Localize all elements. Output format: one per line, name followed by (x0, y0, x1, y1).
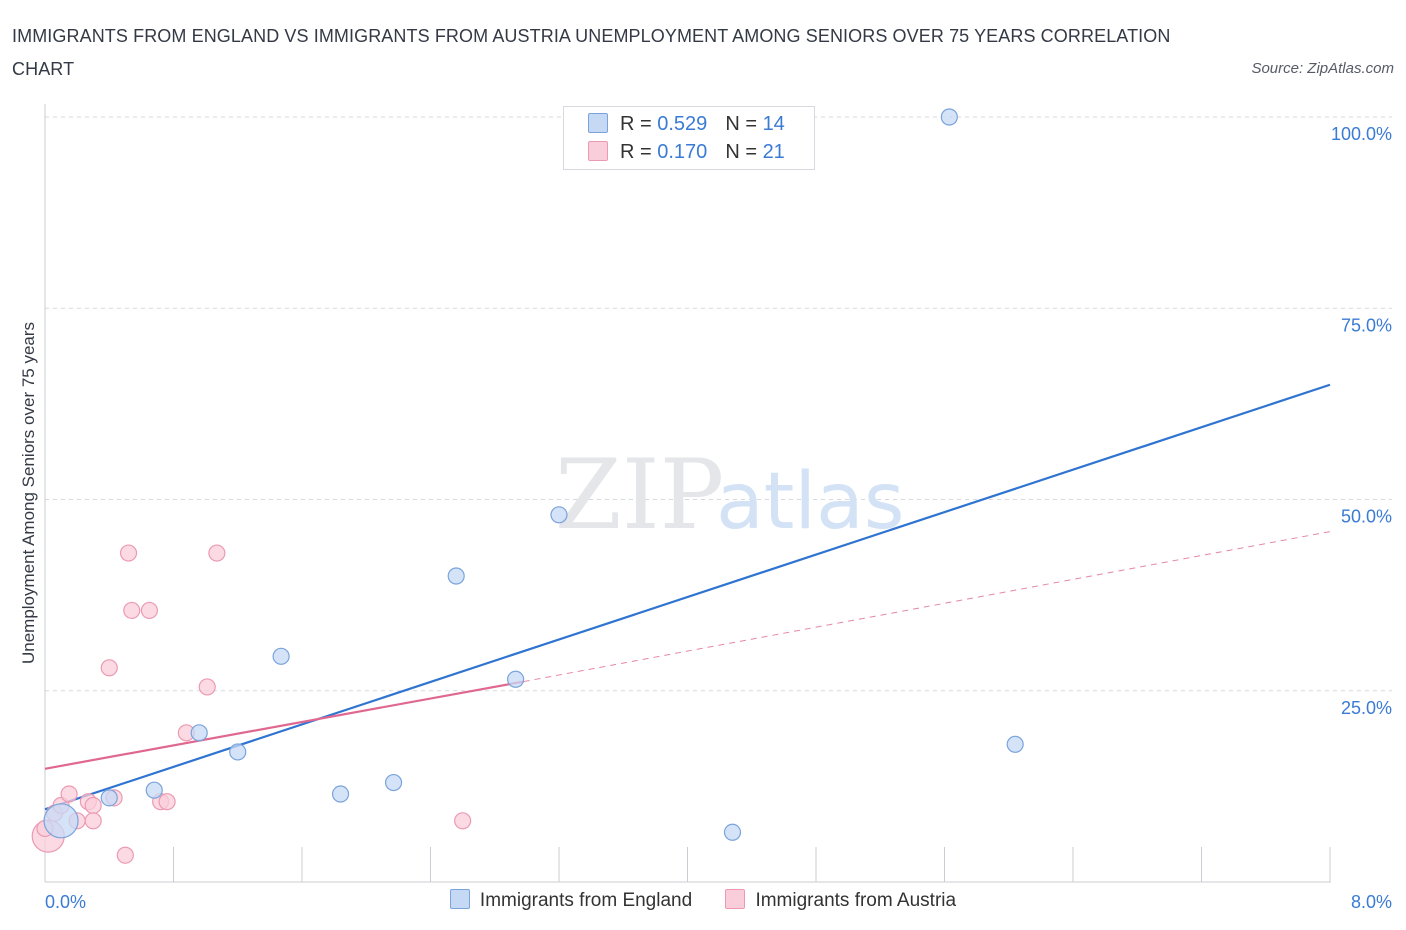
austria-point (123, 601, 141, 620)
austria-point (116, 846, 134, 864)
y-tick-label: 25.0% (1341, 698, 1392, 718)
england-point (190, 724, 208, 742)
austria-n-label: N = (725, 141, 757, 163)
austria-point (140, 601, 159, 620)
legend-item-england[interactable]: Immigrants from England (449, 889, 693, 912)
axes (44, 104, 1331, 883)
legend-item-austria[interactable]: Immigrants from Austria (725, 889, 956, 912)
correlation-legend: R = 0.529 N = 14 R = 0.170 N = 21 (563, 106, 815, 170)
legend-row-austria: R = 0.170 N = 21 (588, 141, 785, 165)
chart-title: IMMIGRANTS FROM ENGLAND VS IMMIGRANTS FR… (12, 26, 1171, 79)
england-point (331, 785, 350, 803)
austria-legend-label: Immigrants from Austria (755, 890, 957, 911)
y-tick-label: 100.0% (1331, 124, 1392, 144)
england-point (507, 670, 525, 688)
austria-point (84, 796, 102, 815)
austria-point (60, 785, 78, 803)
austria-trend-line (44, 680, 524, 770)
austria-r-label: R = (620, 141, 652, 163)
austria-n-value: 21 (762, 141, 785, 163)
trend-lines (44, 383, 1331, 811)
england-point (384, 773, 403, 792)
legend-row-england: R = 0.529 N = 14 (588, 113, 785, 137)
austria-point (208, 544, 226, 562)
watermark-zip: ZIP (555, 439, 724, 551)
austria-trend-extension (523, 531, 1331, 683)
england-legend-label: Immigrants from England (479, 890, 693, 911)
austria-r-value: 0.170 (657, 141, 708, 163)
austria-point (100, 659, 118, 677)
england-r-label: R = (620, 113, 652, 135)
england-n-value: 14 (762, 113, 785, 135)
england-r-value: 0.529 (657, 113, 708, 135)
england-point (229, 743, 247, 761)
x-tick-label-start: 0.0% (45, 892, 86, 912)
source-credit: Source: ZipAtlas.com (1251, 60, 1394, 77)
england-swatch (588, 113, 608, 133)
england-point (723, 823, 742, 841)
england-point (145, 781, 163, 799)
england-point (940, 108, 958, 126)
gridlines (45, 116, 1392, 692)
austria-point (119, 544, 138, 562)
england-point (1006, 735, 1024, 753)
austria-legend-swatch (725, 889, 746, 909)
austria-point (454, 812, 472, 830)
series-legend: Immigrants from England Immigrants from … (0, 889, 1406, 915)
data-points (31, 108, 1024, 864)
austria-point (84, 812, 102, 830)
tick-labels: 100.0% 75.0% 50.0% 25.0% 0.0% 8.0% (45, 124, 1392, 912)
england-point (43, 803, 79, 839)
england-point (550, 506, 568, 524)
england-trend-line (44, 383, 1331, 811)
england-point (272, 647, 290, 665)
england-n-label: N = (725, 113, 757, 135)
y-tick-label: 75.0% (1341, 315, 1392, 335)
austria-point (158, 793, 176, 811)
austria-point (198, 678, 216, 696)
watermark-atlas: atlas (716, 457, 905, 547)
england-point (100, 789, 118, 807)
y-axis-label: Unemployment Among Seniors over 75 years (19, 322, 38, 664)
austria-swatch (588, 141, 608, 161)
x-tick-label-end: 8.0% (1351, 892, 1392, 912)
england-legend-swatch (449, 889, 470, 909)
england-point (447, 567, 465, 585)
y-tick-label: 50.0% (1341, 507, 1392, 527)
